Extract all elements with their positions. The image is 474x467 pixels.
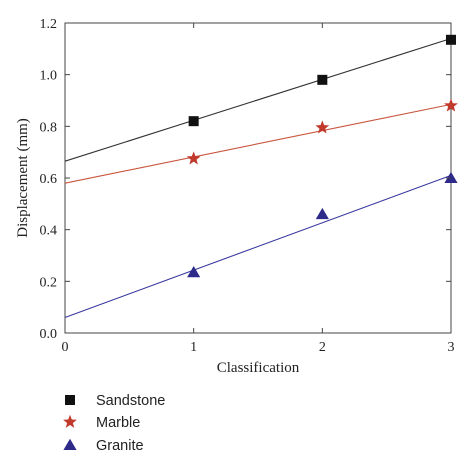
data-markers	[186, 34, 458, 278]
x-tick-label: 3	[448, 340, 455, 355]
legend-marble-marker	[63, 414, 77, 428]
sandstone-fit-line	[64, 37, 452, 162]
x-tick-label: 2	[319, 340, 326, 355]
x-tick-label: 1	[190, 340, 197, 355]
y-axis-title: Displacement (mm)	[15, 118, 31, 238]
plot-area	[64, 22, 452, 334]
x-axis-title: Classification	[217, 360, 300, 376]
sandstone-point	[446, 34, 456, 45]
plot-frame	[64, 22, 452, 334]
marble-fit-line	[64, 103, 452, 184]
sandstone-point	[188, 116, 199, 127]
marble-point	[186, 151, 201, 165]
y-tick-label: 0.6	[40, 172, 58, 187]
x-tick-label: 0	[62, 340, 69, 355]
marble-point	[315, 120, 330, 134]
legend-sandstone-label: Sandstone	[96, 393, 165, 409]
legend-sandstone-marker	[65, 395, 75, 405]
y-tick-label: 0.2	[40, 275, 58, 290]
granite-fit-line	[64, 174, 452, 319]
y-tick-label: 1.0	[40, 69, 58, 84]
granite-point	[315, 207, 329, 220]
y-tick-label: 0.4	[40, 224, 58, 239]
sandstone-point	[317, 74, 328, 85]
granite-point	[187, 266, 201, 278]
axes: 0 1 2 3 0.0 0.2 0.4 0.6 0.8 1.0 1.2 Classification D…	[15, 17, 455, 376]
legend-granite-marker	[63, 438, 77, 450]
y-tick-label: 0.0	[40, 327, 58, 342]
legend: Sandstone Marble Granite	[63, 393, 165, 454]
fit-lines	[64, 37, 452, 319]
marble-point	[444, 98, 458, 112]
y-tick-label: 0.8	[40, 120, 58, 135]
legend-granite-label: Granite	[96, 438, 144, 454]
granite-point	[444, 171, 458, 183]
y-tick-label: 1.2	[40, 17, 58, 32]
legend-marble-label: Marble	[96, 415, 140, 431]
